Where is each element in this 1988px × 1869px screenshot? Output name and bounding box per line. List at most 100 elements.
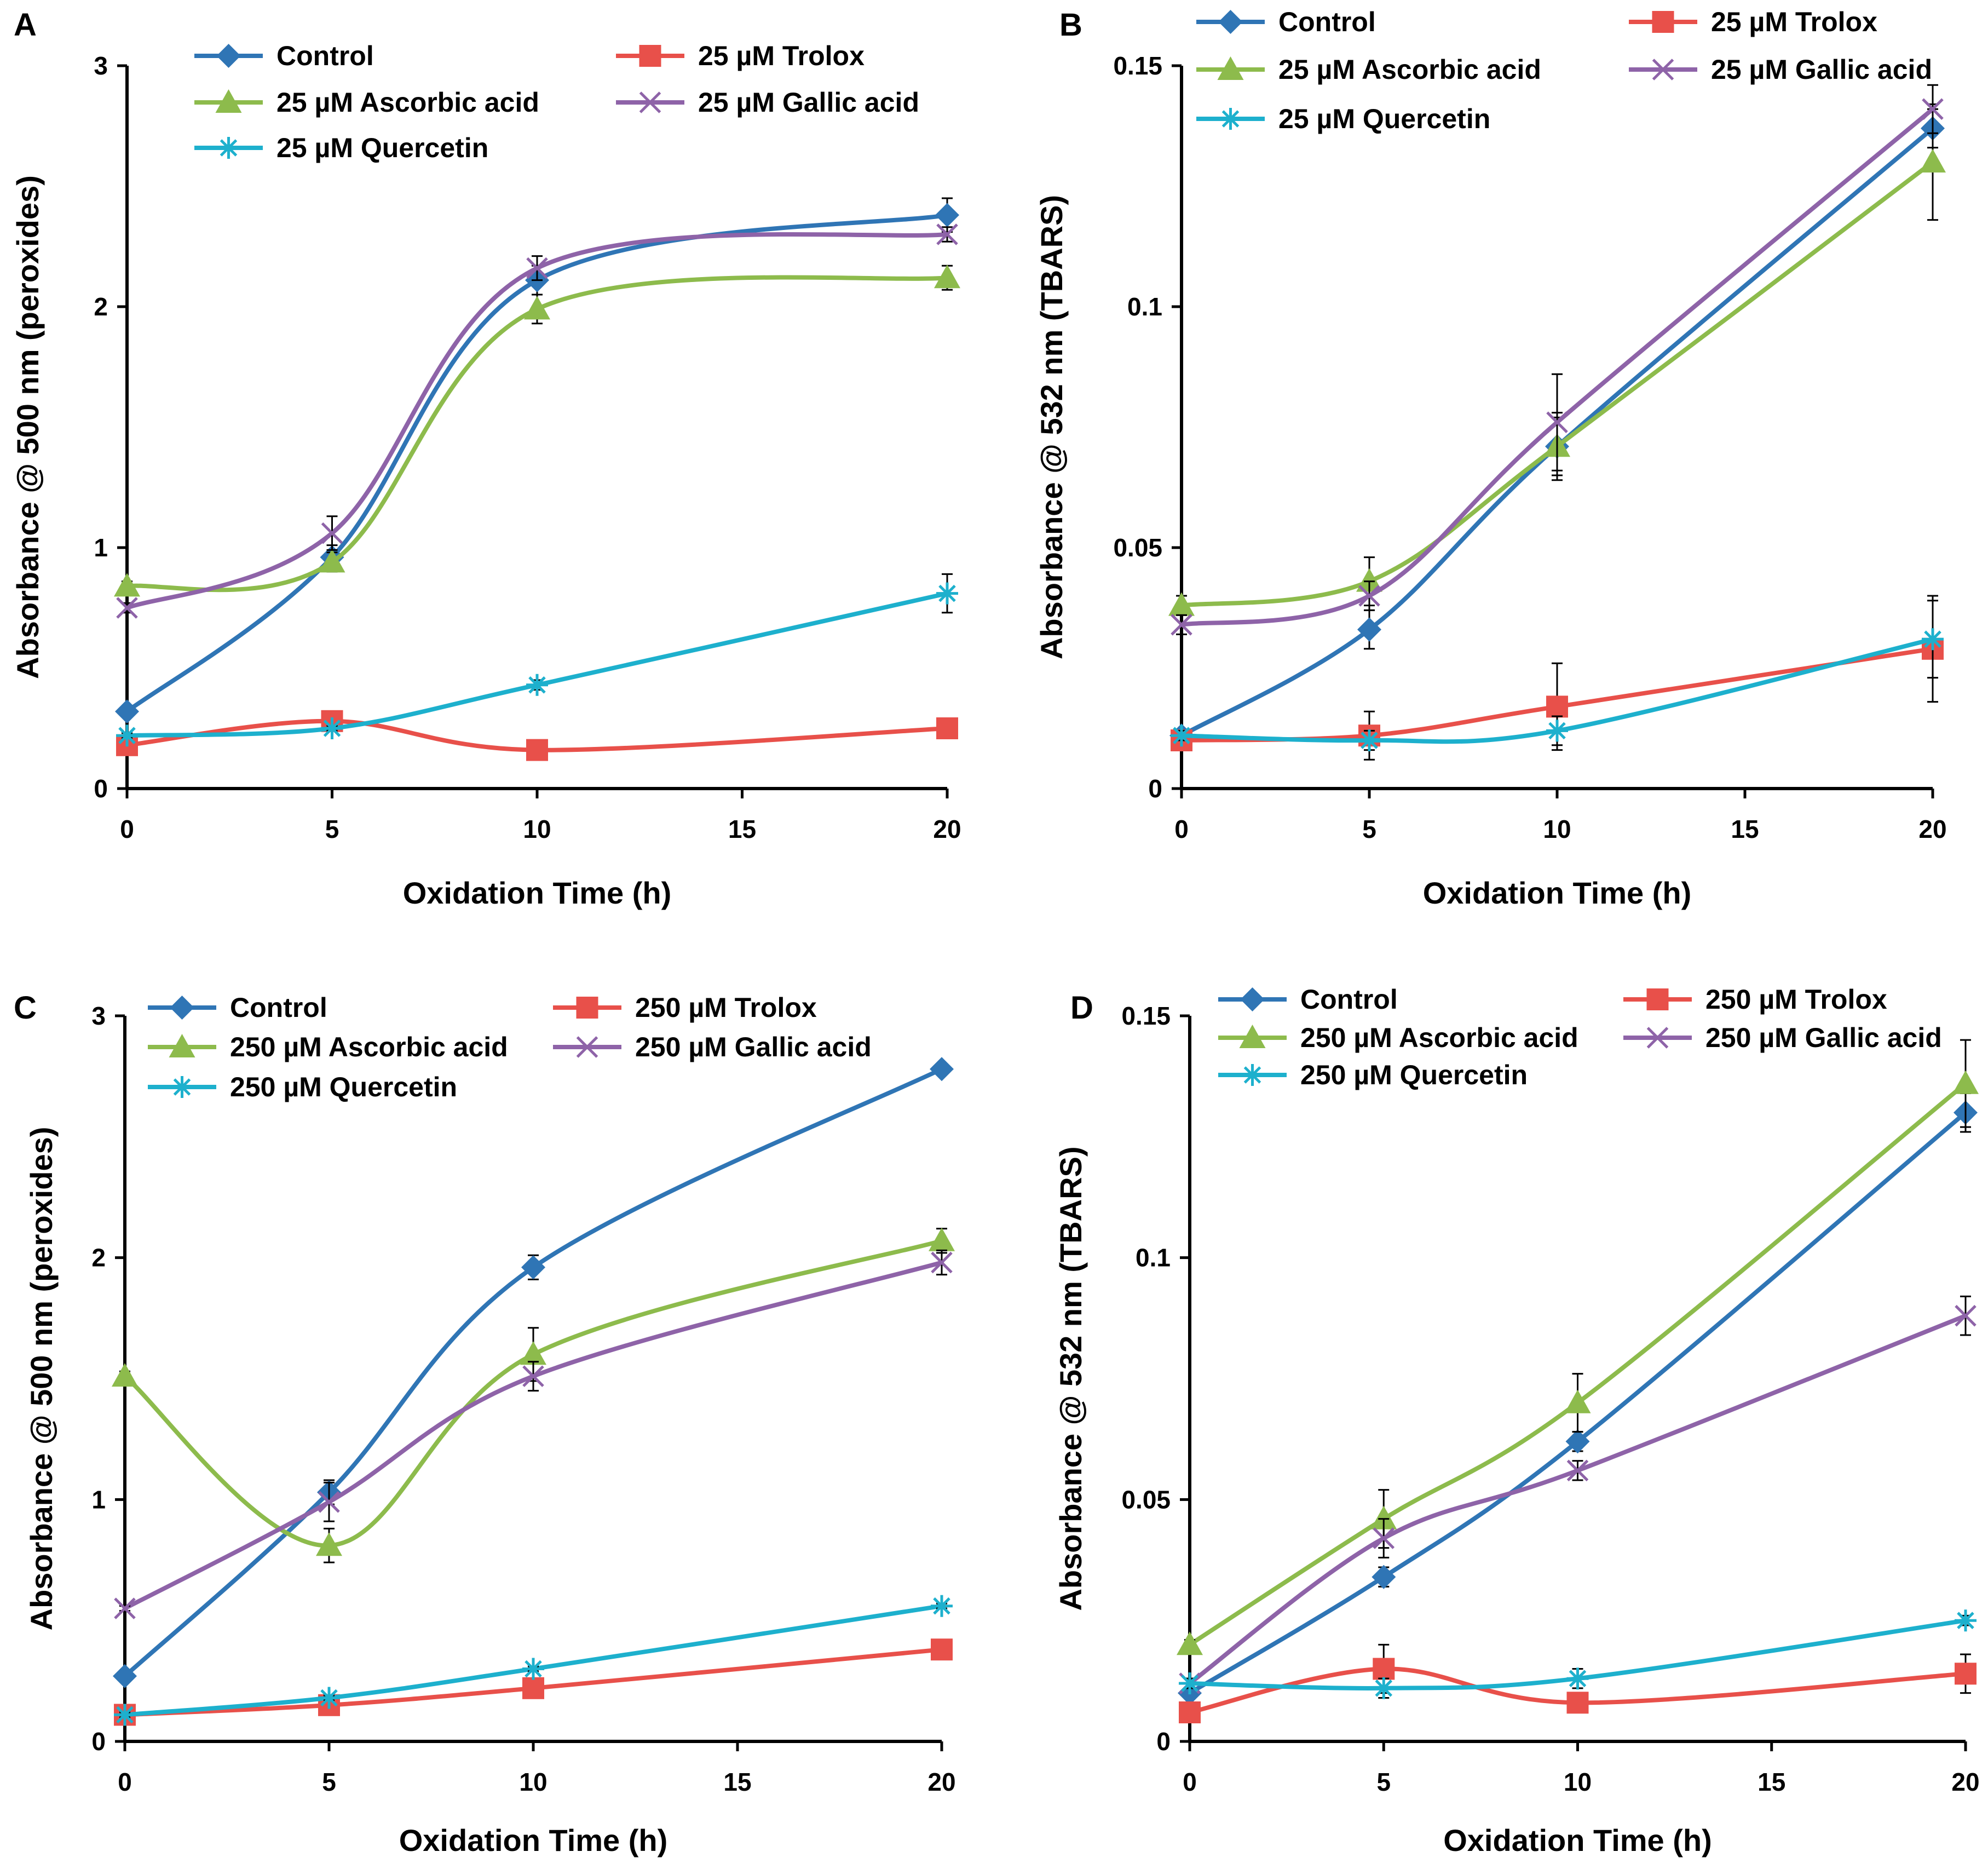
x-tick-label: 10 [1543,815,1571,843]
y-tick-label: 0 [1156,1727,1171,1756]
x-tick-label: 15 [1757,1768,1785,1796]
series-line [125,212,949,714]
data-point-square [1179,1701,1201,1723]
legend-label: 25 µM Gallic acid [1711,54,1932,85]
data-point-star [1373,1677,1395,1699]
series-line [125,275,949,593]
series-line [125,591,949,738]
series-ascorbic [114,264,960,597]
panel-letter: A [14,7,37,43]
legend-marker-diamond [1218,10,1243,34]
data-point-x [1546,411,1568,433]
x-tick-label: 5 [1362,815,1376,843]
y-tick-label: 0 [91,1727,106,1756]
series-line [123,1067,944,1678]
data-point-triangle [1168,592,1195,616]
series-ascorbic [1168,103,1946,616]
data-point-star [1179,1672,1201,1694]
legend-item-control: Control [148,992,327,1023]
series-line [125,232,949,610]
legend-item-gallic: 25 µM Gallic acid [616,87,919,118]
legend-item-gallic: 250 µM Gallic acid [553,1032,872,1062]
legend-item-ascorbic: 250 µM Ascorbic acid [148,1032,508,1062]
x-tick-label: 20 [933,815,961,843]
y-tick-label: 0.15 [1113,51,1162,80]
legend-marker-star [171,1076,193,1098]
data-point-diamond [1372,1565,1396,1589]
x-axis-title: Oxidation Time (h) [1443,1823,1712,1858]
data-point-x [1566,1459,1589,1482]
legend-marker-star [1241,1064,1264,1086]
legend-marker-star [1219,108,1242,130]
y-tick-label: 0 [1148,774,1162,803]
legend-marker-square [1646,988,1669,1010]
series-line [123,1603,944,1717]
legend-item-control: Control [194,41,374,71]
legend-marker-square [576,997,598,1019]
data-point-star [114,1704,136,1726]
data-point-triangle [929,1227,955,1251]
legend-label: 250 µM Gallic acid [635,1032,872,1062]
series-line [1188,1618,1968,1690]
y-tick-label: 0.1 [1136,1244,1171,1272]
legend-label: 250 µM Quercetin [1300,1060,1528,1090]
legend-item-quercetin: 250 µM Quercetin [148,1072,457,1102]
data-point-x [1955,1304,1977,1327]
y-tick-label: 3 [94,51,108,80]
data-point-star [1566,1667,1589,1690]
y-tick-label: 1 [94,533,108,562]
data-point-triangle [319,549,345,573]
data-point-star [1171,724,1192,747]
legend-label: Control [230,992,327,1023]
panel-letter: B [1059,7,1082,43]
data-point-diamond [1565,1429,1590,1454]
x-tick-label: 15 [728,815,756,843]
legend-label: 25 µM Gallic acid [698,87,919,118]
panel-letter: C [14,990,37,1026]
y-axis-title: Absorbance @ 532 nm (TBARS) [1053,1146,1088,1611]
series-gallic [1179,1295,1977,1694]
data-point-star [1955,1609,1977,1632]
legend-label: 250 µM Quercetin [230,1072,457,1102]
panel-b: B 0 0.05 0.1 0.15 0 5 10 15 20 Oxidation Time (h) A… [1034,7,1947,910]
legend-label: 25 µM Trolox [1711,7,1877,37]
data-point-star [318,1687,340,1709]
data-point-x [1922,98,1944,120]
x-axis-title: Oxidation Time (h) [399,1823,668,1858]
data-point-square [1566,1692,1589,1714]
legend-item-control: Control [1196,7,1376,37]
series-line [123,1260,944,1611]
panel-letter: D [1070,990,1093,1026]
data-point-star [936,582,958,605]
data-point-diamond [930,1057,954,1082]
x-tick-label: 5 [325,815,339,843]
y-tick-label: 0 [94,774,108,803]
data-point-star [321,717,343,739]
series-ascorbic [1177,1039,1979,1655]
legend-item-trolox: 25 µM Trolox [1629,7,1877,37]
legend-item-ascorbic: 25 µM Ascorbic acid [1196,54,1541,85]
legend-item-ascorbic: 250 µM Ascorbic acid [1218,1022,1578,1053]
y-axis-title: Absorbance @ 500 nm (peroxides) [10,175,45,679]
series-quercetin [1171,600,1944,751]
legend-label: 250 µM Trolox [1705,984,1887,1015]
data-point-x [526,257,548,279]
legend-marker-diamond [1240,987,1265,1011]
series-quercetin [1179,1609,1977,1699]
x-tick-label: 15 [723,1768,751,1796]
data-point-diamond [521,1255,545,1280]
data-point-square [526,739,548,761]
data-point-x [936,223,958,245]
data-point-square [936,717,958,739]
data-point-triangle [1564,1389,1591,1413]
legend-item-gallic: 250 µM Gallic acid [1623,1022,1942,1053]
data-point-x [522,1365,544,1387]
series-line [1188,1081,1968,1647]
x-tick-label: 0 [120,815,134,843]
legend: Control 250 µM Trolox 250 µM Ascorbic acid… [1218,984,1942,1090]
data-point-x [318,1491,340,1513]
data-point-diamond [935,203,959,227]
panel-c: C 0 1 2 3 0 5 10 15 20 Oxidation Time (h) Absorbanc… [14,990,956,1858]
data-point-diamond [115,699,139,724]
